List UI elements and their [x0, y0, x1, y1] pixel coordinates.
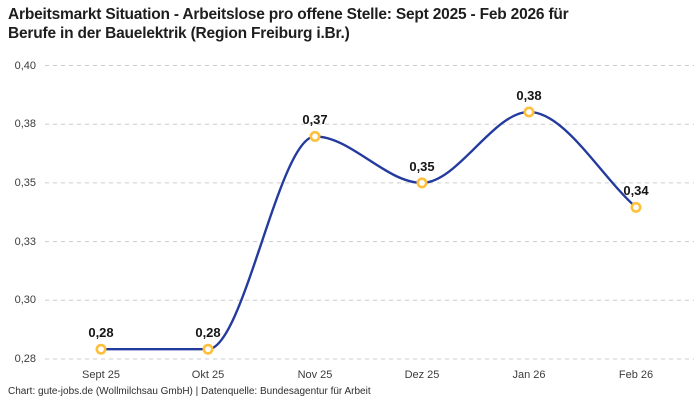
- y-axis-tick-label: 0,40: [14, 59, 36, 72]
- chart-title-line1: Arbeitsmarkt Situation - Arbeitslose pro…: [8, 6, 569, 23]
- data-point-marker: [630, 201, 642, 213]
- chart-footer: Chart: gute-jobs.de (Wollmilchsau GmbH) …: [8, 386, 371, 397]
- y-axis-tick-label: 0,33: [14, 235, 36, 248]
- attribution-text: Chart: gute-jobs.de (Wollmilchsau GmbH) …: [8, 386, 371, 397]
- data-point-marker: [202, 343, 214, 355]
- data-point-marker: [523, 106, 535, 118]
- chart-title-line2: Berufe in der Bauelektrik (Region Freibu…: [8, 25, 350, 42]
- data-point-marker: [416, 177, 428, 189]
- chart-title: Arbeitsmarkt Situation - Arbeitslose pro…: [8, 5, 569, 43]
- y-axis-tick-label: 0,30: [14, 294, 36, 307]
- y-axis-tick-label: 0,38: [14, 118, 36, 131]
- data-point-marker: [309, 130, 321, 142]
- data-point-label: 0,28: [88, 325, 114, 341]
- data-point-label: 0,38: [516, 87, 542, 103]
- x-axis-tick-label: Okt 25: [191, 369, 225, 381]
- x-axis-tick-label: Nov 25: [297, 369, 333, 381]
- x-axis-tick-label: Jan 26: [512, 369, 546, 381]
- series-line: [99, 110, 638, 351]
- data-point-label: 0,28: [195, 325, 221, 341]
- y-axis-tick-label: 0,28: [14, 353, 36, 365]
- y-axis-tick-label: 0,35: [14, 176, 36, 189]
- data-point-label: 0,34: [623, 183, 649, 199]
- x-axis-tick-label: Dez 25: [404, 369, 440, 381]
- data-point-marker: [95, 343, 107, 355]
- data-point-label: 0,37: [302, 112, 328, 128]
- x-axis-tick-label: Feb 26: [618, 369, 654, 381]
- x-axis-tick-label: Sept 25: [82, 369, 120, 381]
- data-point-label: 0,35: [409, 158, 435, 174]
